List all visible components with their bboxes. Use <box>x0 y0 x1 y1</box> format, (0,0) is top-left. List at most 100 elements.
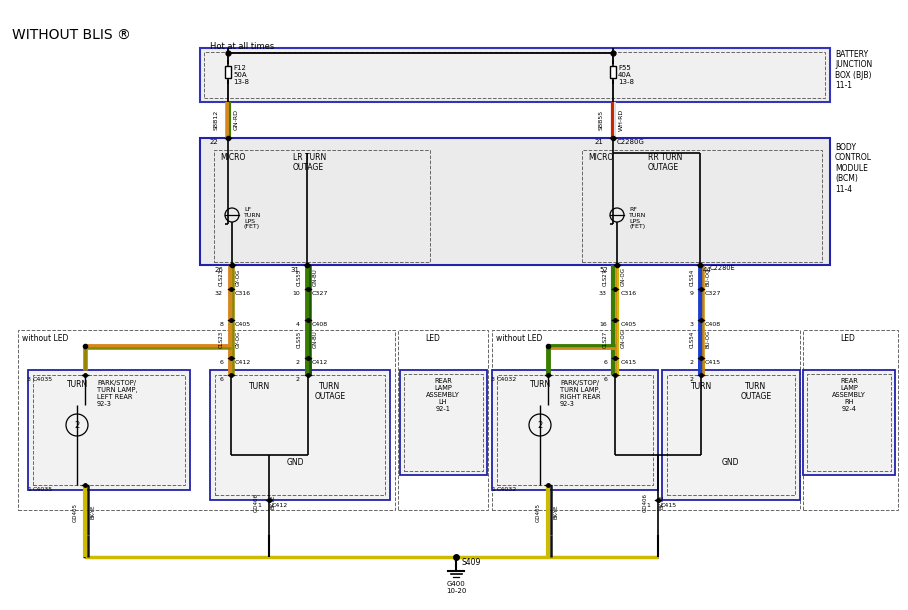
Text: PARK/STOP/
TURN LAMP,
RIGHT REAR
92-3: PARK/STOP/ TURN LAMP, RIGHT REAR 92-3 <box>560 380 600 407</box>
Text: CLS23: CLS23 <box>219 268 223 285</box>
Text: 2: 2 <box>690 360 694 365</box>
Bar <box>667 375 795 495</box>
Text: GN-RD: GN-RD <box>233 110 239 131</box>
Text: GN-OG: GN-OG <box>620 268 626 287</box>
Text: REAR
LAMP
ASSEMBLY
RH
92-4: REAR LAMP ASSEMBLY RH 92-4 <box>832 378 866 412</box>
Text: C4032: C4032 <box>497 377 518 382</box>
Bar <box>404 374 483 471</box>
Text: CLS27: CLS27 <box>603 331 607 348</box>
Text: C415: C415 <box>705 360 721 365</box>
Bar <box>200 138 830 265</box>
Bar <box>210 370 390 500</box>
Text: GD406: GD406 <box>643 492 647 512</box>
Text: 50A: 50A <box>233 72 247 78</box>
Text: C316: C316 <box>621 291 637 296</box>
Bar <box>225 66 231 78</box>
Text: 22: 22 <box>209 139 218 145</box>
Text: 6: 6 <box>219 377 223 382</box>
Text: CLS23: CLS23 <box>219 331 223 348</box>
Text: BU-OG: BU-OG <box>706 268 710 286</box>
Text: 33: 33 <box>599 291 607 296</box>
Text: 26: 26 <box>214 267 223 273</box>
Text: F55: F55 <box>618 65 631 71</box>
Text: CLS55: CLS55 <box>297 331 301 348</box>
Text: BATTERY
JUNCTION
BOX (BJB)
11-1: BATTERY JUNCTION BOX (BJB) 11-1 <box>835 50 873 90</box>
Bar <box>215 375 385 495</box>
Text: C412: C412 <box>312 360 329 365</box>
Text: BODY
CONTROL
MODULE
(BCM)
11-4: BODY CONTROL MODULE (BCM) 11-4 <box>835 143 872 193</box>
Bar <box>204 52 825 98</box>
Text: TURN: TURN <box>67 380 88 389</box>
Text: GD406: GD406 <box>253 492 259 512</box>
Text: 10: 10 <box>292 291 300 296</box>
Text: 1: 1 <box>27 487 31 492</box>
Text: TURN: TURN <box>691 382 713 391</box>
Text: 2: 2 <box>296 377 300 382</box>
Text: 6: 6 <box>219 360 223 365</box>
Text: 44: 44 <box>703 267 712 273</box>
Text: BU-OG: BU-OG <box>706 330 710 348</box>
Text: C327: C327 <box>312 291 329 296</box>
Text: WITHOUT BLIS ®: WITHOUT BLIS ® <box>12 28 131 42</box>
Text: 9: 9 <box>690 291 694 296</box>
Text: RR TURN
OUTAGE: RR TURN OUTAGE <box>648 153 683 173</box>
Bar <box>33 375 185 485</box>
Text: 3: 3 <box>27 377 31 382</box>
Text: 8: 8 <box>219 322 223 327</box>
Bar <box>807 374 891 471</box>
Text: CLS55: CLS55 <box>297 268 301 285</box>
Text: C405: C405 <box>235 322 252 327</box>
Text: C408: C408 <box>312 322 328 327</box>
Text: C415: C415 <box>621 360 637 365</box>
Text: C412: C412 <box>235 360 252 365</box>
Bar <box>662 370 800 500</box>
Text: GN-BU: GN-BU <box>312 330 318 348</box>
Text: GY-OG: GY-OG <box>235 331 241 348</box>
Text: SBB55: SBB55 <box>598 110 604 130</box>
Bar <box>18 330 395 510</box>
Bar <box>492 370 658 490</box>
Bar <box>803 370 895 475</box>
Text: BK-YE: BK-YE <box>659 495 665 509</box>
Text: C415: C415 <box>661 503 677 508</box>
Text: 32: 32 <box>215 291 223 296</box>
Text: GD405: GD405 <box>536 503 540 522</box>
Text: 6: 6 <box>603 360 607 365</box>
Text: C408: C408 <box>705 322 721 327</box>
Text: 1: 1 <box>491 487 495 492</box>
Bar <box>497 375 653 485</box>
Text: GN-BU: GN-BU <box>312 268 318 286</box>
Text: 13-8: 13-8 <box>233 79 249 85</box>
Text: GD405: GD405 <box>73 503 77 522</box>
Text: 13-8: 13-8 <box>618 79 634 85</box>
Text: 3: 3 <box>491 377 495 382</box>
Text: 40A: 40A <box>618 72 632 78</box>
Text: C2280G: C2280G <box>617 139 645 145</box>
Text: C4035: C4035 <box>33 487 54 492</box>
Text: C4032: C4032 <box>497 487 518 492</box>
Text: RF
TURN
LPS
(FET): RF TURN LPS (FET) <box>629 207 646 229</box>
Text: TURN: TURN <box>530 380 551 389</box>
Text: TURN
OUTAGE: TURN OUTAGE <box>740 382 772 401</box>
Bar <box>214 150 430 262</box>
Text: WH-RD: WH-RD <box>618 109 624 131</box>
Bar <box>400 370 487 475</box>
Text: C327: C327 <box>705 291 721 296</box>
Text: CLS54: CLS54 <box>689 331 695 348</box>
Bar <box>803 330 898 510</box>
Text: 16: 16 <box>599 322 607 327</box>
Bar <box>492 330 800 510</box>
Text: TURN: TURN <box>250 382 271 391</box>
Text: CLS27: CLS27 <box>603 268 607 285</box>
Text: 6: 6 <box>603 377 607 382</box>
Text: 3: 3 <box>690 322 694 327</box>
Text: 2: 2 <box>538 420 543 429</box>
Text: 31: 31 <box>290 267 299 273</box>
Text: REAR
LAMP
ASSEMBLY
LH
92-1: REAR LAMP ASSEMBLY LH 92-1 <box>426 378 460 412</box>
Text: CLS54: CLS54 <box>689 268 695 285</box>
Text: LF
TURN
LPS
(FET): LF TURN LPS (FET) <box>244 207 262 229</box>
Text: LED: LED <box>425 334 439 343</box>
Text: LR TURN
OUTAGE: LR TURN OUTAGE <box>293 153 326 173</box>
Bar <box>200 48 830 102</box>
Text: without LED: without LED <box>22 334 68 343</box>
